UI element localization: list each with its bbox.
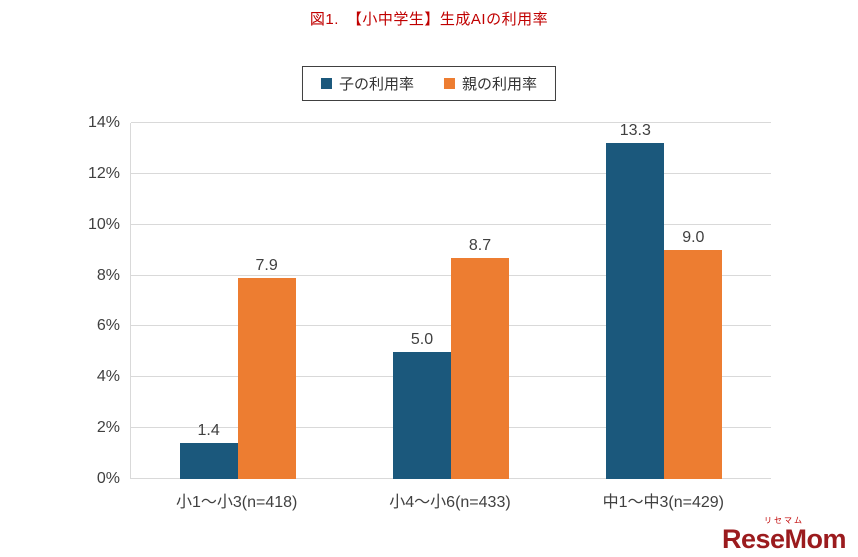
y-axis-tick-label: 12%: [87, 164, 120, 182]
bar: [179, 443, 238, 479]
bar-column: 1.4: [179, 123, 238, 479]
x-axis-category-label: 小4〜小6(n=433): [389, 494, 511, 511]
bar-groups: 1.4 7.9 5.0 8.7 13.3 9.0: [131, 123, 771, 479]
bar-value-label: 1.4: [197, 422, 220, 440]
legend-label: 親の利用率: [462, 76, 538, 93]
bar-value-label: 7.9: [255, 257, 278, 275]
bar: [392, 351, 451, 479]
y-axis-tick-label: 14%: [87, 114, 120, 131]
bar-column: 7.9: [237, 123, 296, 479]
legend-item: 親の利用率: [444, 73, 537, 94]
legend-swatch: [320, 78, 332, 89]
legend: 子の利用率 親の利用率: [301, 66, 557, 101]
legend-item: 子の利用率: [320, 73, 414, 94]
bar-group: 13.3 9.0: [606, 122, 723, 479]
logo-ruby-text: リセマム: [763, 516, 804, 525]
bar: [606, 143, 665, 479]
bar-group: 1.4 7.9: [179, 123, 296, 479]
bar-column: 13.3: [606, 122, 665, 479]
bar-group: 5.0 8.7: [392, 123, 509, 479]
logo-text: ReseMom: [721, 524, 847, 554]
bar-column: 5.0: [392, 123, 451, 479]
y-axis-tick-label: 10%: [87, 215, 120, 233]
y-axis-tick-label: 6%: [96, 317, 120, 335]
x-axis-category-label: 中1〜中3(n=429): [602, 494, 725, 511]
bar: [450, 257, 509, 479]
y-axis-tick-label: 2%: [96, 419, 120, 437]
plot-area: 1.4 7.9 5.0 8.7 13.3 9.0: [130, 122, 771, 479]
y-axis-tick-label: 8%: [96, 266, 120, 284]
bar-value-label: 5.0: [410, 330, 434, 348]
bar-value-label: 8.7: [468, 236, 492, 254]
chart-title: 図1. 【小中学生】生成AIの利用率: [309, 11, 549, 28]
grid-line: [131, 223, 771, 225]
y-axis: 0% 2% 4% 6% 8% 10% 12% 14%: [0, 114, 120, 487]
x-axis: 小1〜小3(n=418) 小4〜小6(n=433) 中1〜中3(n=429): [130, 488, 770, 512]
grid-line: [131, 122, 771, 123]
legend-swatch: [444, 78, 455, 89]
bar-column: 8.7: [450, 123, 509, 479]
y-axis-tick-label: 0%: [96, 470, 120, 487]
resemom-logo: リセマム ReseMom: [721, 516, 847, 554]
bar: [237, 278, 296, 479]
bar: [664, 250, 723, 479]
bar-value-label: 9.0: [682, 229, 705, 247]
y-axis-tick-label: 4%: [96, 368, 120, 386]
bar-column: 9.0: [664, 123, 723, 479]
grid-line: [131, 172, 771, 174]
bar-value-label: 13.3: [619, 122, 651, 139]
x-axis-category-label: 小1〜小3(n=418): [175, 494, 298, 511]
legend-label: 子の利用率: [338, 76, 414, 93]
